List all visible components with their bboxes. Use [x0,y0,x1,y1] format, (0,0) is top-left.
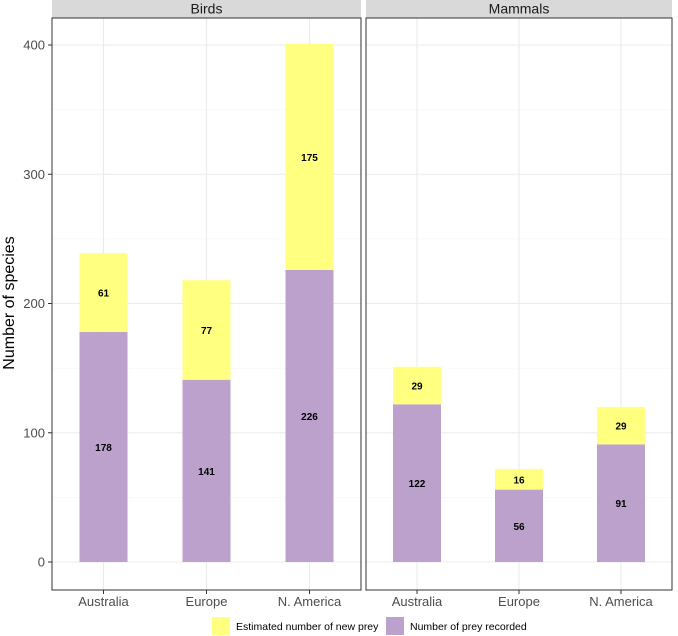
panel-strip-1 [52,0,361,18]
bar-estimated-australia [393,366,441,405]
panel-title-2: Mammals [489,1,550,17]
panel-title-1: Birds [191,1,223,17]
bar-estimated-australia [79,253,128,332]
bar-estimated-n-america [597,406,645,445]
bar-label-recorded: 178 [95,443,112,454]
y-tick-label: 200 [23,296,45,311]
bar-label-estimated: 29 [411,382,423,393]
x-tick-label: Europe [186,594,228,609]
y-tick-label: 0 [38,555,45,570]
plot-area: Birds 178 61 141 77 226 175 Australia Europe N. A… [23,0,673,609]
bar-label-estimated: 61 [98,289,110,300]
y-tick-label: 100 [23,425,45,440]
bar-recorded-australia [393,404,441,562]
bar-label-recorded: 91 [615,499,627,510]
bar-estimated-n-america [285,43,334,270]
legend-key-2 [386,617,404,635]
y-tick-label: 400 [23,38,45,53]
bar-recorded-europe [495,489,543,562]
bar-recorded-europe [182,379,231,562]
bar-recorded-n-america [597,444,645,562]
bar-label-estimated: 175 [301,153,318,164]
x-tick-label: N. America [278,594,342,609]
y-axis-title: Number of species [1,236,18,369]
y-tick-label: 300 [23,167,45,182]
x-tick-label: Australia [392,594,443,609]
legend-label-2: Number of prey recorded [410,621,527,633]
bar-label-recorded: 122 [409,479,426,490]
bar-label-estimated: 29 [615,422,627,433]
bar-label-estimated: 16 [513,475,525,486]
legend-label-1: Estimated number of new prey [236,621,379,633]
bar-label-recorded: 141 [198,467,215,478]
x-tick-label: N. America [589,594,653,609]
bar-label-estimated: 77 [201,326,213,337]
bar-recorded-n-america [285,269,334,562]
legend: Estimated number of new prey Number of pr… [212,617,527,635]
legend-key-1 [212,617,230,635]
bar-recorded-australia [79,331,128,562]
bar-label-recorded: 226 [301,412,318,423]
panel-strip-2 [366,0,672,18]
bar-estimated-europe [182,280,231,380]
x-tick-label: Australia [78,594,129,609]
x-tick-label: Europe [498,594,540,609]
bar-label-recorded: 56 [513,522,525,533]
bar-estimated-europe [495,468,543,490]
